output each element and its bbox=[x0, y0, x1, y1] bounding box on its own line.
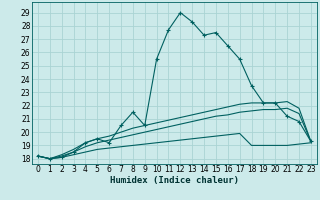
X-axis label: Humidex (Indice chaleur): Humidex (Indice chaleur) bbox=[110, 176, 239, 185]
